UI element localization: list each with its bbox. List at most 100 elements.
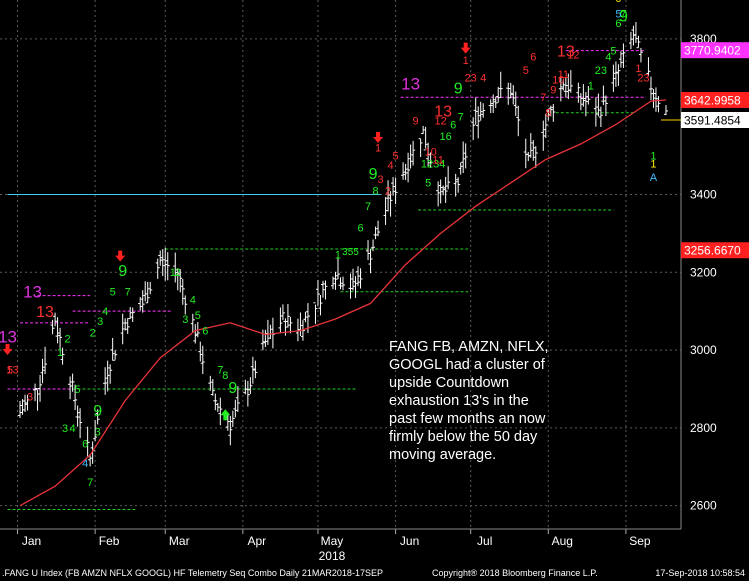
sequence-marker: 1 bbox=[57, 347, 63, 359]
price-label-box bbox=[681, 42, 749, 59]
sequence-marker: 8 bbox=[222, 370, 228, 382]
y-tick-label: 3000 bbox=[690, 343, 717, 357]
sequence-marker: 0 bbox=[615, 0, 621, 5]
sequence-marker: A bbox=[650, 172, 658, 184]
level-lines bbox=[7, 50, 646, 511]
sequence-marker: 6 bbox=[615, 18, 621, 30]
sequence-marker: 2 bbox=[90, 327, 96, 339]
sequence-marker: 1 bbox=[650, 158, 656, 170]
annotation-line: moving average. bbox=[389, 447, 497, 463]
sequence-marker: 7 bbox=[217, 364, 223, 376]
sequence-marker: 3 bbox=[182, 314, 188, 326]
sequence-marker: 1 bbox=[650, 150, 656, 162]
sequence-marker: 5 bbox=[195, 310, 201, 322]
moving-average-line bbox=[19, 99, 667, 507]
price-label: 3591.4854 bbox=[684, 114, 741, 128]
sequence-marker: 5 bbox=[75, 384, 81, 396]
sequence-marker: 1 bbox=[335, 250, 341, 262]
sequence-marker: 4 bbox=[190, 294, 196, 306]
x-tick-label: Apr bbox=[248, 534, 267, 548]
sequence-marker: 7 bbox=[458, 112, 464, 124]
sequence-marker: 23 bbox=[465, 73, 477, 85]
sequence-marker: 12 bbox=[435, 115, 447, 127]
x-tick-label: Aug bbox=[552, 534, 573, 548]
sequence-marker: 6 bbox=[450, 119, 456, 131]
sequence-marker: 5 bbox=[110, 287, 116, 299]
sequence-marker: 9 bbox=[454, 80, 463, 97]
x-tick-label: May bbox=[321, 534, 344, 548]
price-label: 3770.9402 bbox=[684, 44, 741, 58]
sequence-marker: 12 bbox=[567, 49, 579, 61]
sequence-marker: 1 bbox=[463, 55, 469, 67]
sequence-marker: 3 bbox=[62, 423, 68, 435]
y-tick-label: 2600 bbox=[690, 499, 717, 513]
sequence-marker: 7 bbox=[87, 477, 93, 489]
sequence-marker: 1234 bbox=[421, 158, 445, 170]
sequence-marker: 4 bbox=[388, 160, 394, 172]
sequence-marker: 7 bbox=[365, 201, 371, 213]
sequence-marker: 2 bbox=[65, 333, 71, 345]
sequence-marker: 10 bbox=[425, 147, 437, 159]
sequence-marker: 5 bbox=[425, 178, 431, 190]
sequence-marker: 3 bbox=[27, 392, 33, 404]
annotation-line: upside Countdown bbox=[389, 375, 510, 391]
sequence-marker: 2 bbox=[175, 267, 181, 279]
sequence-marker: 4 bbox=[480, 73, 486, 85]
sequence-marker: 11 bbox=[558, 69, 569, 81]
annotation-line: GOOGL had a cluster of bbox=[389, 357, 545, 373]
x-tick-label: Sep bbox=[629, 534, 651, 548]
sequence-marker: 23 bbox=[637, 73, 649, 85]
sequence-marker: 3 bbox=[97, 316, 103, 328]
sequence-marker: 23 bbox=[595, 65, 607, 77]
price-label-box bbox=[681, 112, 749, 129]
x-tick-label: Feb bbox=[99, 534, 120, 548]
price-label-box bbox=[681, 91, 749, 108]
footer-timestamp: 17-Sep-2018 10:58:54 bbox=[655, 568, 745, 578]
x-tick-label: Mar bbox=[169, 534, 190, 548]
price-bars bbox=[18, 22, 668, 467]
footer-source: .FANG U Index (FB AMZN NFLX GOOGL) HF Te… bbox=[2, 568, 383, 578]
sequence-marker: 13 bbox=[6, 364, 18, 376]
arrow-up-icon bbox=[220, 409, 231, 421]
sequence-marker: 7 bbox=[125, 287, 131, 299]
y-tick-label: 2800 bbox=[690, 421, 717, 435]
sequence-marker: 5 bbox=[7, 364, 13, 376]
sequence-marker: 1 bbox=[375, 143, 381, 155]
arrow-down-icon bbox=[460, 42, 471, 54]
annotation-text: FANG FB, AMZN, NFLX, GOOGL had a cluster… bbox=[389, 338, 579, 464]
sequence-marker: 4 bbox=[102, 306, 108, 318]
sequence-marker: 7 bbox=[540, 92, 546, 104]
series-lines bbox=[19, 99, 667, 507]
annotation-line: exhaustion 13's in the bbox=[389, 393, 529, 409]
sequence-marker: 1 bbox=[170, 267, 176, 279]
sequence-marker: 9 bbox=[413, 115, 419, 127]
sequence-marker: 6 bbox=[530, 51, 536, 63]
sequence-marker: 5 bbox=[523, 65, 529, 77]
arrow-down-icon bbox=[2, 344, 13, 356]
x-tick-label: Jun bbox=[400, 534, 419, 548]
price-label-box bbox=[681, 242, 749, 259]
annotation-line: past few months an now bbox=[389, 411, 546, 427]
sequence-marker: 8 bbox=[372, 185, 378, 197]
arrow-down-icon bbox=[373, 132, 384, 144]
sequence-marker: 5 bbox=[615, 9, 621, 21]
sequence-marker: 9 bbox=[93, 403, 102, 420]
sequential-markers: 1313131313131399999987635511234567123456… bbox=[0, 0, 658, 489]
sequence-marker: 10 bbox=[552, 75, 564, 87]
sequence-marker: 6 bbox=[82, 438, 88, 450]
sequence-marker: 16 bbox=[440, 131, 452, 143]
x-tick-label: Jan bbox=[22, 534, 41, 548]
arrow-down-icon bbox=[115, 250, 126, 262]
sequence-marker: 5 bbox=[393, 150, 399, 162]
sequence-marker: 9 bbox=[550, 84, 556, 96]
sequence-marker: 13 bbox=[0, 327, 17, 346]
sequence-marker: 13 bbox=[434, 104, 452, 121]
footer-copyright: Copyright® 2018 Bloomberg Finance L.P. bbox=[432, 568, 598, 578]
sequence-marker: 3 bbox=[377, 174, 383, 186]
sequence-marker: 9 bbox=[228, 380, 237, 397]
footer-bar: .FANG U Index (FB AMZN NFLX GOOGL) HF Te… bbox=[0, 566, 749, 581]
sequence-marker: 6 bbox=[357, 222, 363, 234]
sequence-marker: 3 bbox=[95, 427, 101, 439]
